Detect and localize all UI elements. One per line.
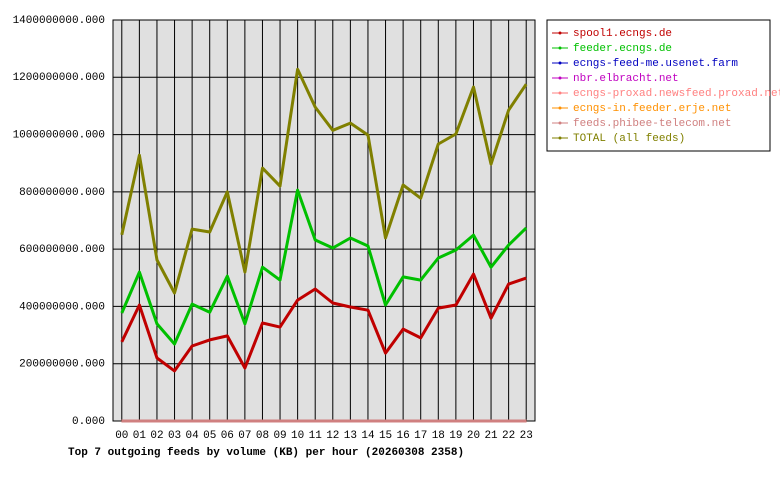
x-tick-label: 22 bbox=[502, 430, 515, 442]
x-tick-label: 14 bbox=[361, 430, 375, 442]
y-tick-label: 1000000000.000 bbox=[13, 129, 105, 141]
legend-label: spool1.ecngs.de bbox=[573, 28, 672, 40]
x-tick-label: 06 bbox=[221, 430, 234, 442]
legend-marker bbox=[558, 91, 562, 95]
series-line bbox=[120, 272, 527, 373]
x-tick-label: 04 bbox=[186, 430, 200, 442]
x-tick-label: 13 bbox=[344, 430, 357, 442]
legend-label: nbr.elbracht.net bbox=[573, 73, 679, 85]
y-tick-label: 1400000000.000 bbox=[13, 15, 105, 27]
legend-marker bbox=[558, 61, 562, 65]
legend-marker bbox=[558, 76, 562, 80]
x-tick-label: 07 bbox=[238, 430, 251, 442]
y-tick-label: 600000000.000 bbox=[19, 244, 105, 256]
x-tick-label: 11 bbox=[309, 430, 323, 442]
x-tick-label: 23 bbox=[520, 430, 533, 442]
legend-label: ecngs-feed-me.usenet.farm bbox=[573, 58, 738, 70]
x-tick-label: 19 bbox=[449, 430, 462, 442]
x-tick-label: 05 bbox=[203, 430, 216, 442]
y-tick-label: 800000000.000 bbox=[19, 187, 105, 199]
x-tick-label: 02 bbox=[150, 430, 163, 442]
y-tick-label: 1200000000.000 bbox=[13, 72, 105, 84]
legend-label: feeder.ecngs.de bbox=[573, 43, 672, 55]
x-tick-label: 12 bbox=[326, 430, 339, 442]
y-tick-label: 400000000.000 bbox=[19, 301, 105, 313]
x-tick-label: 09 bbox=[273, 430, 286, 442]
x-tick-label: 15 bbox=[379, 430, 392, 442]
x-tick-label: 20 bbox=[467, 430, 480, 442]
x-tick-label: 16 bbox=[397, 430, 410, 442]
x-tick-label: 18 bbox=[432, 430, 445, 442]
x-tick-label: 17 bbox=[414, 430, 427, 442]
legend-label: ecngs-proxad.newsfeed.proxad.net bbox=[573, 88, 780, 100]
y-tick-label: 200000000.000 bbox=[19, 359, 105, 371]
x-tick-label: 01 bbox=[133, 430, 147, 442]
legend-label: ecngs-in.feeder.erje.net bbox=[573, 103, 731, 115]
legend-marker bbox=[558, 106, 562, 110]
legend-marker bbox=[558, 136, 562, 140]
legend-marker bbox=[558, 46, 562, 50]
legend-label: TOTAL (all feeds) bbox=[573, 133, 685, 145]
x-tick-label: 10 bbox=[291, 430, 304, 442]
legend-marker bbox=[558, 31, 562, 35]
y-tick-label: 0.000 bbox=[72, 416, 105, 428]
x-tick-label: 08 bbox=[256, 430, 269, 442]
series-line bbox=[120, 188, 528, 346]
x-tick-label: 00 bbox=[115, 430, 128, 442]
series-line bbox=[120, 67, 528, 295]
legend bbox=[546, 19, 771, 152]
plot-area bbox=[113, 20, 535, 421]
legend-marker bbox=[558, 121, 562, 125]
x-tick-label: 03 bbox=[168, 430, 181, 442]
legend-label: feeds.phibee-telecom.net bbox=[573, 118, 731, 130]
x-tick-label: 21 bbox=[484, 430, 498, 442]
chart-title: Top 7 outgoing feeds by volume (KB) per … bbox=[68, 447, 464, 459]
